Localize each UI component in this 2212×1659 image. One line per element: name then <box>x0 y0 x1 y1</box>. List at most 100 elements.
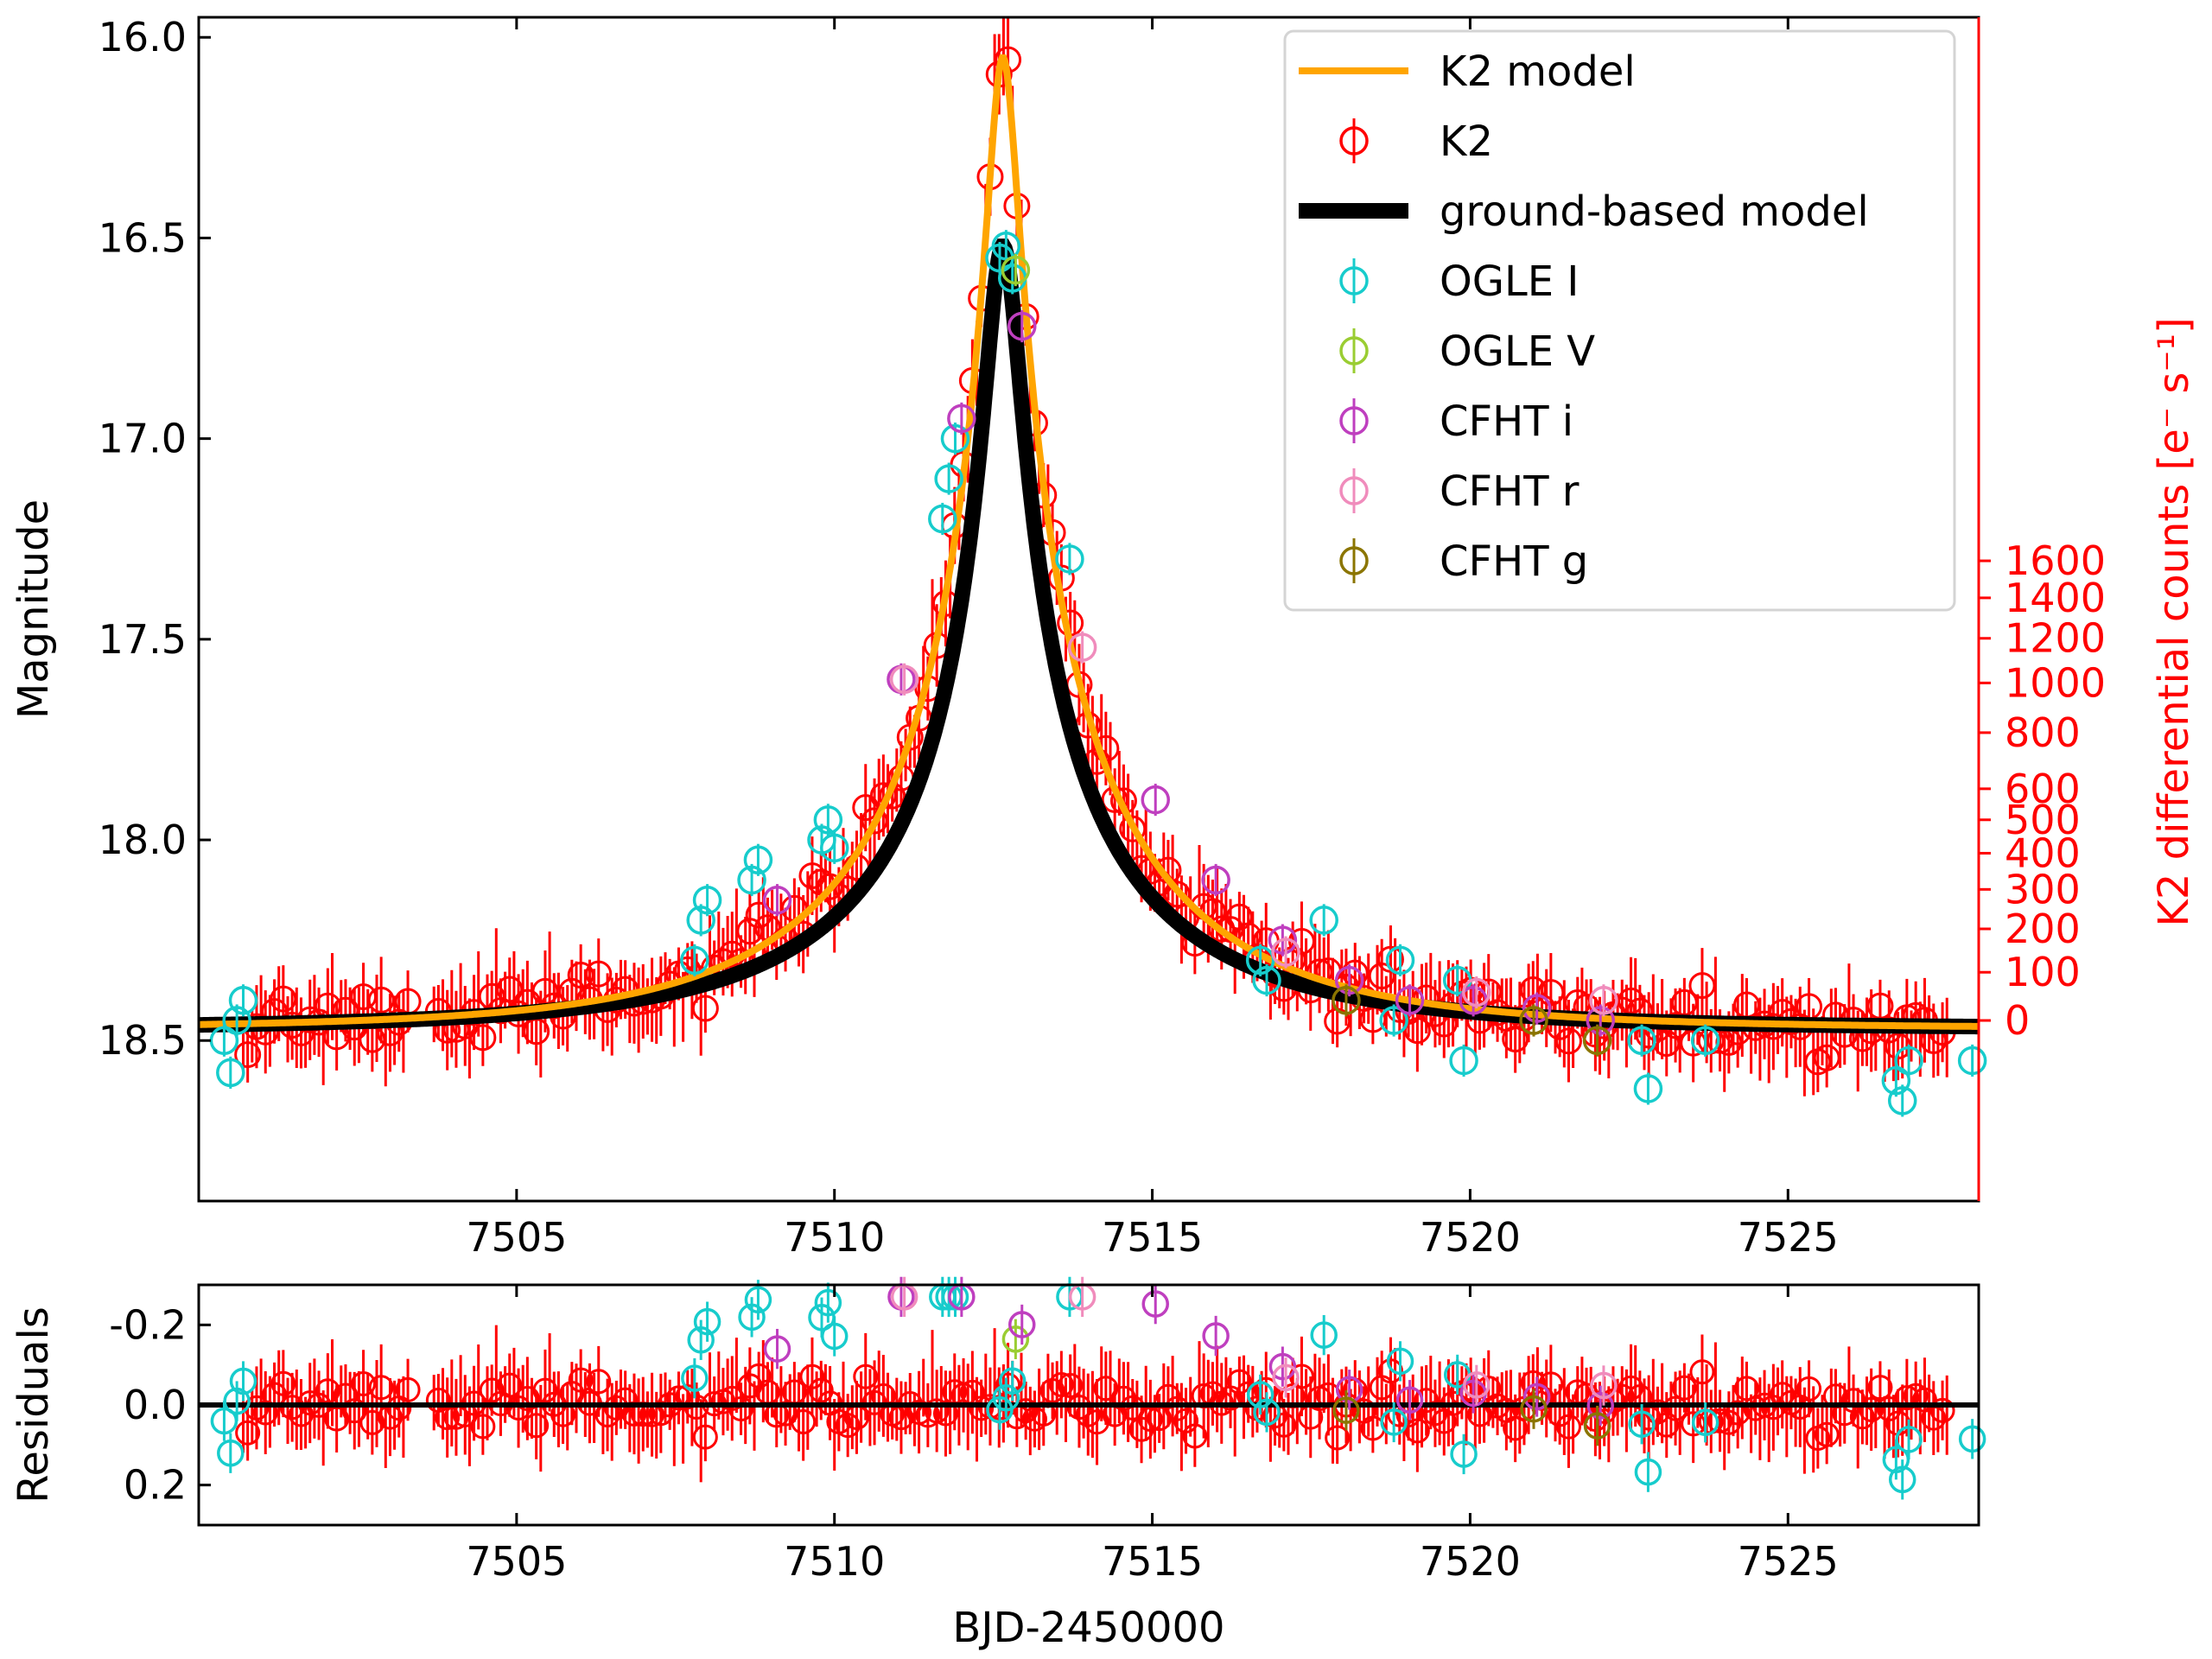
ground-point <box>1332 986 1361 1015</box>
ground-residual-point <box>223 1387 251 1415</box>
ground-point <box>737 865 766 895</box>
k2-residual-point <box>835 1413 861 1439</box>
ground-point <box>1007 311 1037 341</box>
right-tick-label: 500 <box>2005 797 2081 843</box>
k2-residual-point <box>479 1377 505 1403</box>
ground-residual-point <box>1590 1371 1618 1400</box>
k2-residual-point <box>1832 1401 1858 1427</box>
legend-entry-label: ground-based model <box>1440 188 1869 236</box>
ground-residual-point <box>1001 1325 1030 1353</box>
legend-marker-handle <box>1339 546 1369 575</box>
ground-residual-point <box>992 1383 1020 1412</box>
ground-point <box>991 231 1021 261</box>
legend-entry-label: K2 <box>1440 118 1493 166</box>
ground-point <box>1245 945 1275 976</box>
ground-residual-point <box>1335 1376 1363 1404</box>
k2-point <box>585 960 613 988</box>
ground-residual-point <box>1141 1290 1169 1318</box>
k2-residual-point <box>586 1369 612 1395</box>
y-tick-label: 17.5 <box>99 616 187 663</box>
legend-marker-handle <box>1339 126 1369 156</box>
y-tick-label: 18.0 <box>99 817 187 863</box>
x-tick-label: 7515 <box>1102 1538 1203 1585</box>
y-tick-label: 16.5 <box>99 214 187 261</box>
x-tick-label: 7505 <box>466 1214 567 1261</box>
x-tick-label: 7510 <box>784 1214 885 1261</box>
y-tick-label: 0.0 <box>124 1382 187 1428</box>
right-tick-label: 1200 <box>2005 615 2106 662</box>
k2-residual-point <box>1058 1373 1084 1399</box>
right-axis-label: K2 differential counts [e⁻ s⁻¹] <box>2150 317 2198 926</box>
k2-residual-point <box>341 1398 367 1424</box>
x-tick-label: 7520 <box>1420 1538 1521 1585</box>
ground-residual-point <box>1463 1371 1491 1399</box>
ground-point <box>1589 986 1618 1015</box>
k2-residual-point <box>1271 1412 1297 1438</box>
residuals-panel: 7505 7510 7515 7520 7525 -0.2 0.0 0.2 Residual… <box>10 1276 1986 1652</box>
ground-point <box>1395 986 1425 1015</box>
k2-residual-point <box>791 1408 817 1434</box>
ground-point <box>216 1058 245 1088</box>
x-tick-label: 7520 <box>1420 1214 1521 1261</box>
ground-residual-point <box>1268 1352 1297 1381</box>
k2-residual-point <box>1876 1396 1902 1422</box>
ground-point <box>1252 965 1281 995</box>
ground-residual-point <box>738 1303 766 1332</box>
right-tick-label: 0 <box>2005 997 2030 1044</box>
legend-items: K2 model K2 ground-based model OGLE I OGLE V… <box>1299 48 1869 586</box>
ground-point <box>680 945 709 976</box>
right-tick-label: 600 <box>2005 766 2081 812</box>
ground-point <box>1887 1086 1917 1116</box>
k2-residual-point <box>1110 1385 1136 1411</box>
k2-residual-point <box>1013 1398 1039 1424</box>
legend-marker-handle <box>1339 266 1369 296</box>
k2-residual-point <box>648 1401 674 1427</box>
main-y-axis-label: Magnitude <box>10 499 58 719</box>
ground-point <box>1449 1046 1478 1076</box>
ground-point <box>1379 1006 1408 1035</box>
k2-residual-point <box>728 1396 754 1422</box>
legend-entry-label: K2 model <box>1440 48 1636 96</box>
right-tick-label: 100 <box>2005 949 2081 995</box>
ground-residual-point <box>1202 1322 1230 1350</box>
x-tick-label: 7525 <box>1738 1214 1839 1261</box>
ground-point <box>209 1026 239 1055</box>
right-tick-label: 800 <box>2005 709 2081 756</box>
ground-point <box>1001 255 1031 285</box>
ground-points <box>209 230 1987 1117</box>
residuals-y-axis-label: Residuals <box>10 1306 58 1503</box>
k2-residual-point <box>613 1387 639 1413</box>
ground-point <box>1309 906 1338 935</box>
residuals-y-ticks: -0.2 0.0 0.2 <box>109 1301 211 1509</box>
ground-point <box>1055 544 1084 574</box>
ground-point <box>1334 965 1364 995</box>
k2-residual-point <box>603 1395 629 1421</box>
legend-entry-label: CFHT i <box>1440 397 1573 446</box>
k2-residual-point <box>524 1413 550 1439</box>
k2-residual-point <box>1814 1421 1840 1447</box>
ground-point <box>934 464 963 493</box>
k2-model-curve <box>199 54 1978 1030</box>
x-tick-label: 7505 <box>466 1538 567 1585</box>
k2-point <box>1554 1027 1582 1055</box>
ground-residual-point <box>744 1286 772 1314</box>
ground-point <box>1519 1006 1548 1035</box>
k2-residual-point <box>995 1372 1021 1398</box>
ground-point <box>1271 938 1300 967</box>
x-tick-label: 7510 <box>784 1538 885 1585</box>
k2-residual-point <box>1618 1375 1644 1401</box>
legend-entry-label: OGLE V <box>1440 327 1595 376</box>
legend-entry-label: CFHT g <box>1440 537 1588 586</box>
right-tick-label: 300 <box>2005 866 2081 912</box>
ground-point <box>889 664 919 695</box>
k2-residual-point <box>351 1371 377 1397</box>
model-curves <box>199 54 1978 1035</box>
right-tick-label: 1600 <box>2005 537 2106 584</box>
ground-point <box>692 885 722 915</box>
k2-residual-point <box>1859 1396 1885 1422</box>
ground-residual-point <box>1253 1398 1281 1427</box>
ground-point <box>228 986 258 1015</box>
main-panel: 7505 7510 7515 7520 7525 16.0 16.5 17.0 17.5 18.… <box>10 14 2198 1261</box>
k2-residual-point <box>1894 1385 1920 1411</box>
